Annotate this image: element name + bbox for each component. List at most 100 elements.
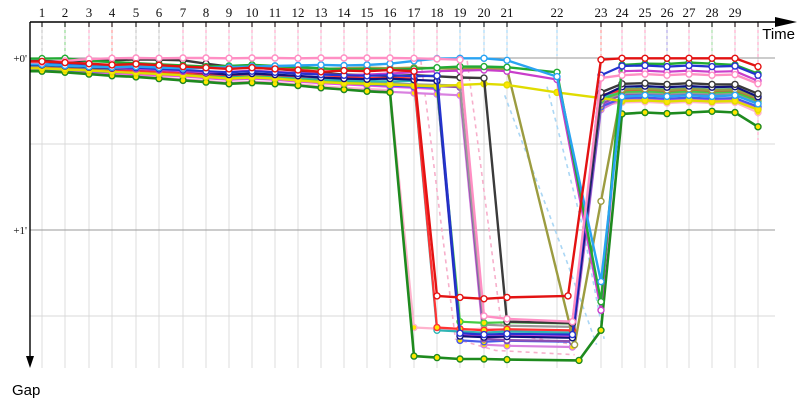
lap-marker [503, 315, 511, 323]
lap-marker [225, 65, 233, 73]
lap-marker [61, 58, 69, 67]
lap-label: 28 [706, 5, 719, 20]
lap-marker [433, 63, 441, 72]
lap-marker [564, 292, 572, 300]
lap-marker [480, 312, 488, 320]
lap-marker [708, 92, 716, 101]
lap-marker [570, 341, 579, 349]
lap-marker [575, 356, 583, 365]
lap-marker [363, 61, 371, 69]
lap-marker [708, 54, 716, 62]
lap-marker [480, 74, 488, 82]
lap-label: 22 [551, 5, 564, 20]
series-line-olive [30, 62, 759, 346]
lap-marker [480, 54, 488, 62]
lap-marker [503, 63, 511, 71]
lap-marker [503, 81, 511, 89]
series-line-pink2 [30, 69, 759, 332]
lap-marker [294, 66, 302, 74]
lap-marker [641, 91, 649, 100]
x-axis-title: Time [762, 26, 795, 43]
lap-label: 20 [478, 5, 491, 20]
lap-marker [641, 54, 649, 62]
series-red1 [30, 54, 762, 303]
lap-marker [708, 71, 716, 79]
lap-label: 17 [408, 5, 422, 20]
lap-marker [433, 72, 441, 80]
series-line-teal [30, 64, 759, 334]
lap-label: 10 [246, 5, 259, 20]
lap-marker [685, 70, 693, 78]
lap-marker [685, 108, 693, 117]
lap-marker [179, 62, 187, 71]
lap-marker [754, 71, 762, 79]
lap-marker [618, 54, 626, 62]
lap-label: 15 [361, 5, 374, 20]
lap-marker [294, 54, 302, 62]
y-tick-one-minute: +1' [13, 225, 27, 237]
lap-marker [708, 107, 716, 116]
lap-label: 11 [269, 5, 282, 20]
lap-marker [202, 63, 210, 72]
lap-label: 12 [292, 5, 305, 20]
lap-marker [731, 62, 739, 70]
leader-marks-layer [41, 24, 759, 140]
lap-marker [363, 67, 371, 75]
lap-marker [663, 54, 671, 62]
lap-marker [685, 91, 693, 100]
ghost-line-dash-blue-a [503, 95, 598, 345]
lap-marker [179, 54, 187, 62]
lap-marker [132, 60, 140, 68]
lap-marker [663, 62, 671, 71]
series-violet2 [30, 66, 762, 351]
lap-label: 25 [639, 5, 652, 20]
series-line-magenta2 [30, 68, 759, 338]
lap-marker [202, 54, 210, 62]
lap-marker [641, 79, 649, 87]
lap-marker [618, 71, 626, 79]
lap-marker [480, 330, 488, 339]
series-pink2 [30, 66, 762, 335]
series-teal [30, 61, 762, 337]
lap-marker [685, 61, 693, 70]
axes-layer [26, 17, 797, 368]
lap-marker [433, 292, 441, 300]
lap-label: 4 [109, 5, 116, 20]
lap-marker [618, 62, 626, 70]
y-tick-zero: +0' [13, 53, 27, 65]
lap-marker [731, 54, 739, 62]
lap-marker [685, 54, 693, 62]
series-blue2 [30, 65, 762, 346]
series-purple [30, 62, 762, 345]
lap-marker [641, 61, 649, 70]
lap-marker [340, 54, 348, 62]
lap-marker [317, 54, 325, 62]
lap-marker [597, 277, 605, 286]
lap-marker [641, 108, 649, 117]
lap-label: 13 [315, 5, 328, 20]
lap-marker [754, 100, 762, 108]
series-lines-layer [30, 54, 762, 365]
lap-marker [271, 54, 279, 62]
lap-marker [503, 56, 511, 64]
x-axis-arrow [775, 17, 797, 27]
lap-label: 24 [616, 5, 630, 20]
lap-marker [597, 306, 605, 314]
lap-label: 9 [226, 5, 233, 20]
labels-layer: +0' +1' Time Gap 1 2 3 4 5 6 7 8 9 10 11 12 13 14 15 16… [12, 5, 795, 399]
y-axis-arrow [26, 356, 34, 368]
lap-label: 14 [338, 5, 352, 20]
lap-marker [456, 355, 464, 363]
lap-marker [503, 330, 511, 338]
series-pink1 [30, 54, 762, 326]
lap-marker [317, 68, 325, 76]
lap-marker [663, 109, 671, 118]
lap-marker [340, 85, 348, 94]
lap-label: 19 [454, 5, 467, 20]
lap-marker [553, 72, 561, 81]
lap-marker [433, 323, 441, 332]
lap-marker [708, 80, 716, 89]
lap-marker [663, 92, 671, 101]
lap-marker [480, 62, 488, 71]
